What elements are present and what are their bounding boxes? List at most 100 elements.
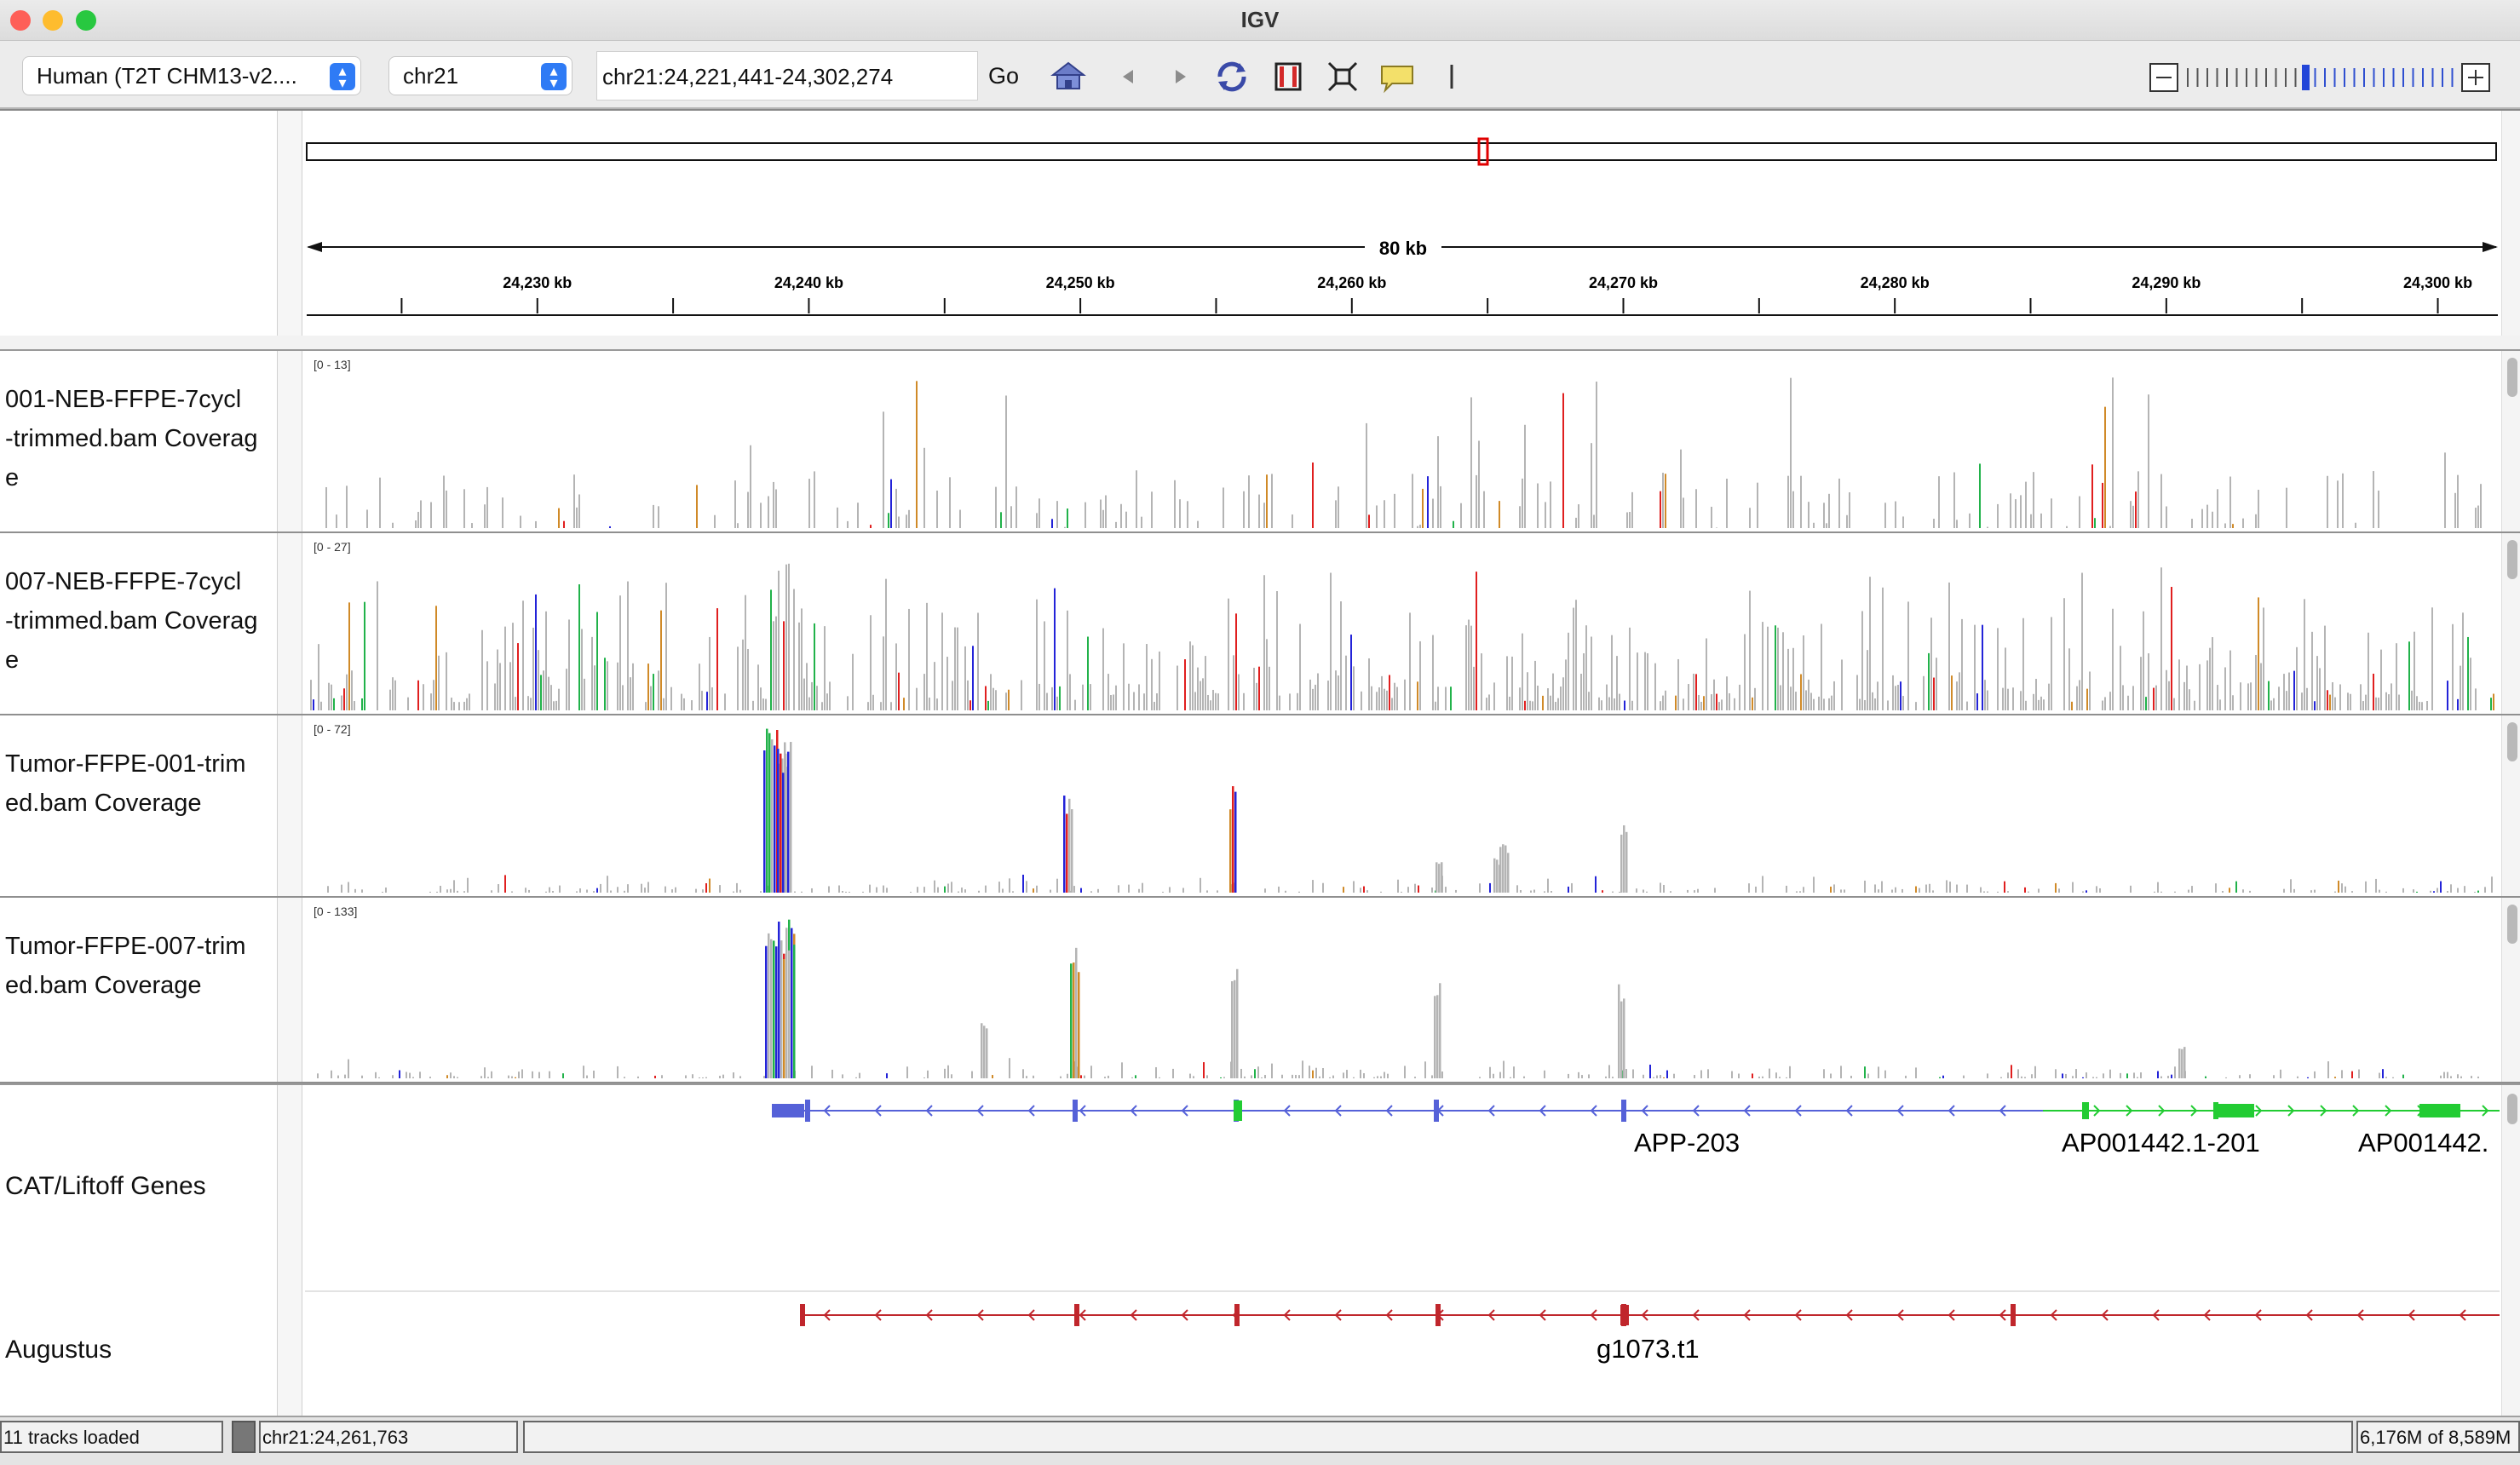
scroll-thumb[interactable] (2507, 358, 2517, 397)
back-icon[interactable] (1108, 56, 1148, 97)
coverage-bar (1217, 693, 1219, 710)
scroll-thumb[interactable] (2507, 540, 2517, 579)
coverage-bar (333, 698, 335, 710)
scroll-thumb[interactable] (2507, 905, 2517, 944)
coverage-bar (949, 477, 951, 528)
coverage-bar (1861, 611, 1863, 710)
coverage-bar (2109, 526, 2111, 528)
zoom-slider[interactable] (2149, 60, 2491, 95)
gene-label-ap001442[interactable]: AP001442. (2358, 1128, 2488, 1158)
coverage-bar (2470, 658, 2471, 710)
ruler-line-icon[interactable] (1431, 56, 1472, 97)
ruler-data-area[interactable]: 80 kb 24,230 kb 24,240 kb 24,250 kb 24,260 … (305, 111, 2500, 336)
strand-arrow (2408, 1309, 2415, 1321)
coverage-data-area[interactable]: [0 - 72] (305, 715, 2500, 896)
forward-icon[interactable] (1160, 56, 1201, 97)
resize-to-window-icon[interactable] (1322, 56, 1363, 97)
coverage-bar (412, 1077, 414, 1078)
coverage-track[interactable]: 007-NEB-FFPE-7cycl -trimmed.bam Coverag e [… (0, 533, 2520, 715)
track-name[interactable]: 007-NEB-FFPE-7cycl -trimmed.bam Coverag e (0, 533, 277, 714)
track-name[interactable]: Tumor-FFPE-007-trim ed.bam Coverage (0, 898, 277, 1082)
coverage-bar (348, 1059, 349, 1078)
coverage-bar (1228, 598, 1229, 710)
coverage-bar (1939, 1077, 1941, 1078)
coverage-bar (2102, 482, 2103, 528)
coverage-track[interactable]: Tumor-FFPE-007-trim ed.bam Coverage [0 - 1… (0, 898, 2520, 1083)
coverage-bar (1205, 656, 1206, 710)
coverage-bar (2477, 505, 2479, 528)
popup-info-icon[interactable] (1377, 56, 1418, 97)
track-scrollbar[interactable] (2501, 351, 2520, 531)
scroll-thumb[interactable] (2507, 722, 2517, 761)
coverage-bar (450, 888, 452, 893)
coverage-bar (1959, 672, 1960, 710)
coverage-bar (1596, 382, 1597, 528)
coverage-bar (1593, 514, 1595, 528)
go-button[interactable]: Go (988, 63, 1020, 89)
coverage-bar (733, 891, 734, 893)
coverage-bar (1146, 644, 1148, 710)
coverage-bar (1644, 652, 1646, 710)
liftoff-gene-models[interactable] (772, 1100, 2500, 1122)
coverage-bar (2217, 685, 2218, 710)
track-scrollbar[interactable] (2501, 533, 2520, 714)
home-icon[interactable] (1048, 56, 1089, 97)
coverage-bar (2385, 1077, 2387, 1078)
coverage-bar (2338, 880, 2339, 893)
chromosome-ideogram[interactable] (306, 142, 2497, 161)
coverage-bar (814, 623, 815, 710)
close-window-button[interactable] (10, 10, 31, 31)
coverage-track[interactable]: Tumor-FFPE-001-trim ed.bam Coverage [0 - 7… (0, 715, 2520, 898)
coverage-bar (2033, 472, 2034, 528)
track-scrollbar[interactable] (2501, 715, 2520, 896)
track-name[interactable]: 001-NEB-FFPE-7cycl -trimmed.bam Coverag e (0, 351, 277, 531)
coverage-bar (406, 1071, 407, 1078)
coverage-bar (711, 687, 713, 710)
feature-scrollbar[interactable] (2501, 1085, 2520, 1416)
coverage-bar (2460, 1076, 2462, 1078)
coverage-bar (2010, 493, 2011, 528)
coverage-bar (2378, 698, 2379, 710)
coverage-bar (1064, 526, 1066, 528)
coverage-bar (2025, 700, 2027, 710)
coverage-bar (494, 683, 496, 710)
coverage-bar (990, 674, 992, 710)
coverage-data-area[interactable]: [0 - 27] (305, 533, 2500, 714)
coverage-track[interactable]: 001-NEB-FFPE-7cycl -trimmed.bam Coverag e [… (0, 351, 2520, 533)
coverage-bar (1649, 1064, 1651, 1078)
coverage-bar (2174, 1066, 2176, 1078)
track-scrollbar[interactable] (2501, 898, 2520, 1082)
gene-label-app-203[interactable]: APP-203 (1634, 1128, 1740, 1158)
ruler-scrollbar[interactable] (2501, 111, 2520, 336)
coverage-bar (2379, 889, 2380, 893)
track-name-liftoff[interactable]: CAT/Liftoff Genes (5, 1172, 206, 1200)
coverage-bar (2191, 886, 2193, 893)
region-of-interest-icon[interactable] (1268, 56, 1309, 97)
coverage-bar (890, 479, 892, 528)
track-name[interactable]: Tumor-FFPE-001-trim ed.bam Coverage (0, 715, 277, 896)
refresh-icon[interactable] (1211, 56, 1252, 97)
coverage-bar (2181, 1048, 2183, 1078)
gene-label-g1073-t1[interactable]: g1073.t1 (1597, 1334, 1700, 1364)
augustus-gene-models[interactable] (800, 1304, 2500, 1326)
gene-label-ap001442-1-201[interactable]: AP001442.1-201 (2062, 1128, 2260, 1158)
coverage-bar (788, 950, 791, 1078)
minimize-window-button[interactable] (43, 10, 63, 31)
coverage-bar (1215, 692, 1217, 710)
coverage-bar (992, 687, 994, 710)
zoom-window-button[interactable] (76, 10, 96, 31)
locus-search-input[interactable]: chr21:24,221,441-24,302,274 (596, 51, 978, 101)
track-name-augustus[interactable]: Augustus (5, 1336, 112, 1364)
coverage-bar (2157, 1071, 2159, 1078)
chromosome-dropdown[interactable]: chr21 ▴ ▾ (388, 56, 572, 95)
coverage-bar (2385, 692, 2387, 710)
feature-data-area[interactable]: APP-203 AP001442.1-201 AP001442. g1073.t… (305, 1085, 2500, 1416)
coverage-bar (1414, 1077, 1416, 1078)
scroll-thumb[interactable] (2507, 1094, 2517, 1124)
coverage-bar (705, 882, 707, 893)
coverage-data-area[interactable]: [0 - 13] (305, 351, 2500, 531)
coverage-bar (2327, 690, 2328, 710)
coverage-data-area[interactable]: [0 - 133] (305, 898, 2500, 1082)
genome-dropdown[interactable]: Human (T2T CHM13-v2.... ▴ ▾ (22, 56, 361, 95)
coverage-bar (2212, 511, 2213, 528)
